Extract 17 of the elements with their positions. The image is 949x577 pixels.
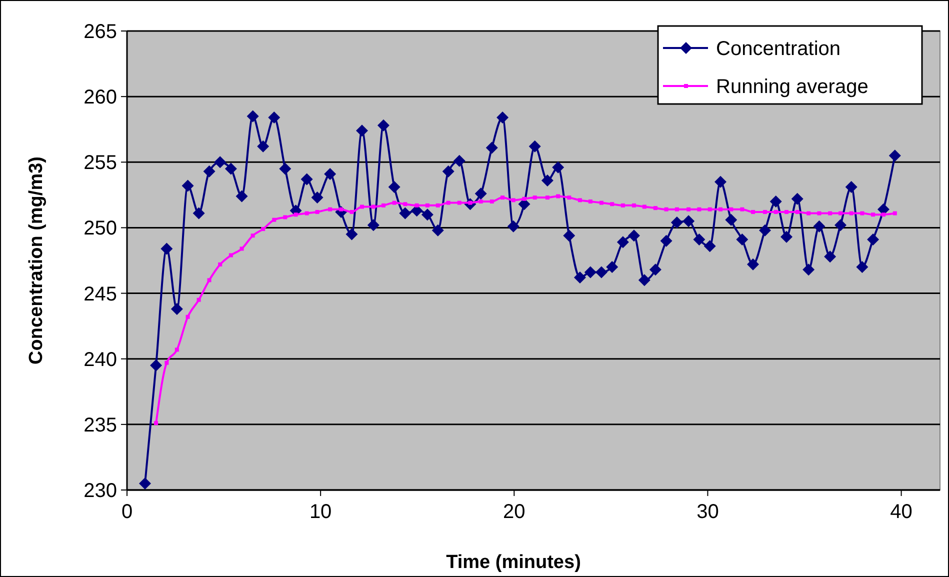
- x-tick-label: 40: [890, 501, 912, 523]
- y-tick-label: 250: [84, 218, 117, 240]
- y-tick-label: 265: [84, 21, 117, 43]
- y-axis-title: Concentration (mg/m3): [26, 156, 47, 364]
- x-tick-label: 20: [503, 501, 526, 523]
- y-tick-label: 255: [84, 152, 117, 174]
- x-tick-label: 0: [121, 501, 133, 523]
- y-tick-label: 235: [84, 414, 117, 436]
- y-tick-label: 245: [84, 283, 117, 306]
- x-tick-label: 30: [696, 501, 719, 523]
- y-tick-label: 240: [84, 348, 117, 371]
- y-tick-label: 230: [84, 480, 117, 502]
- x-tick-label: 10: [309, 501, 332, 523]
- y-tick-label: 260: [84, 86, 117, 109]
- legend-label: Concentration: [716, 38, 841, 60]
- x-axis-title: Time (minutes): [446, 552, 581, 573]
- legend-label: Running average: [716, 76, 868, 98]
